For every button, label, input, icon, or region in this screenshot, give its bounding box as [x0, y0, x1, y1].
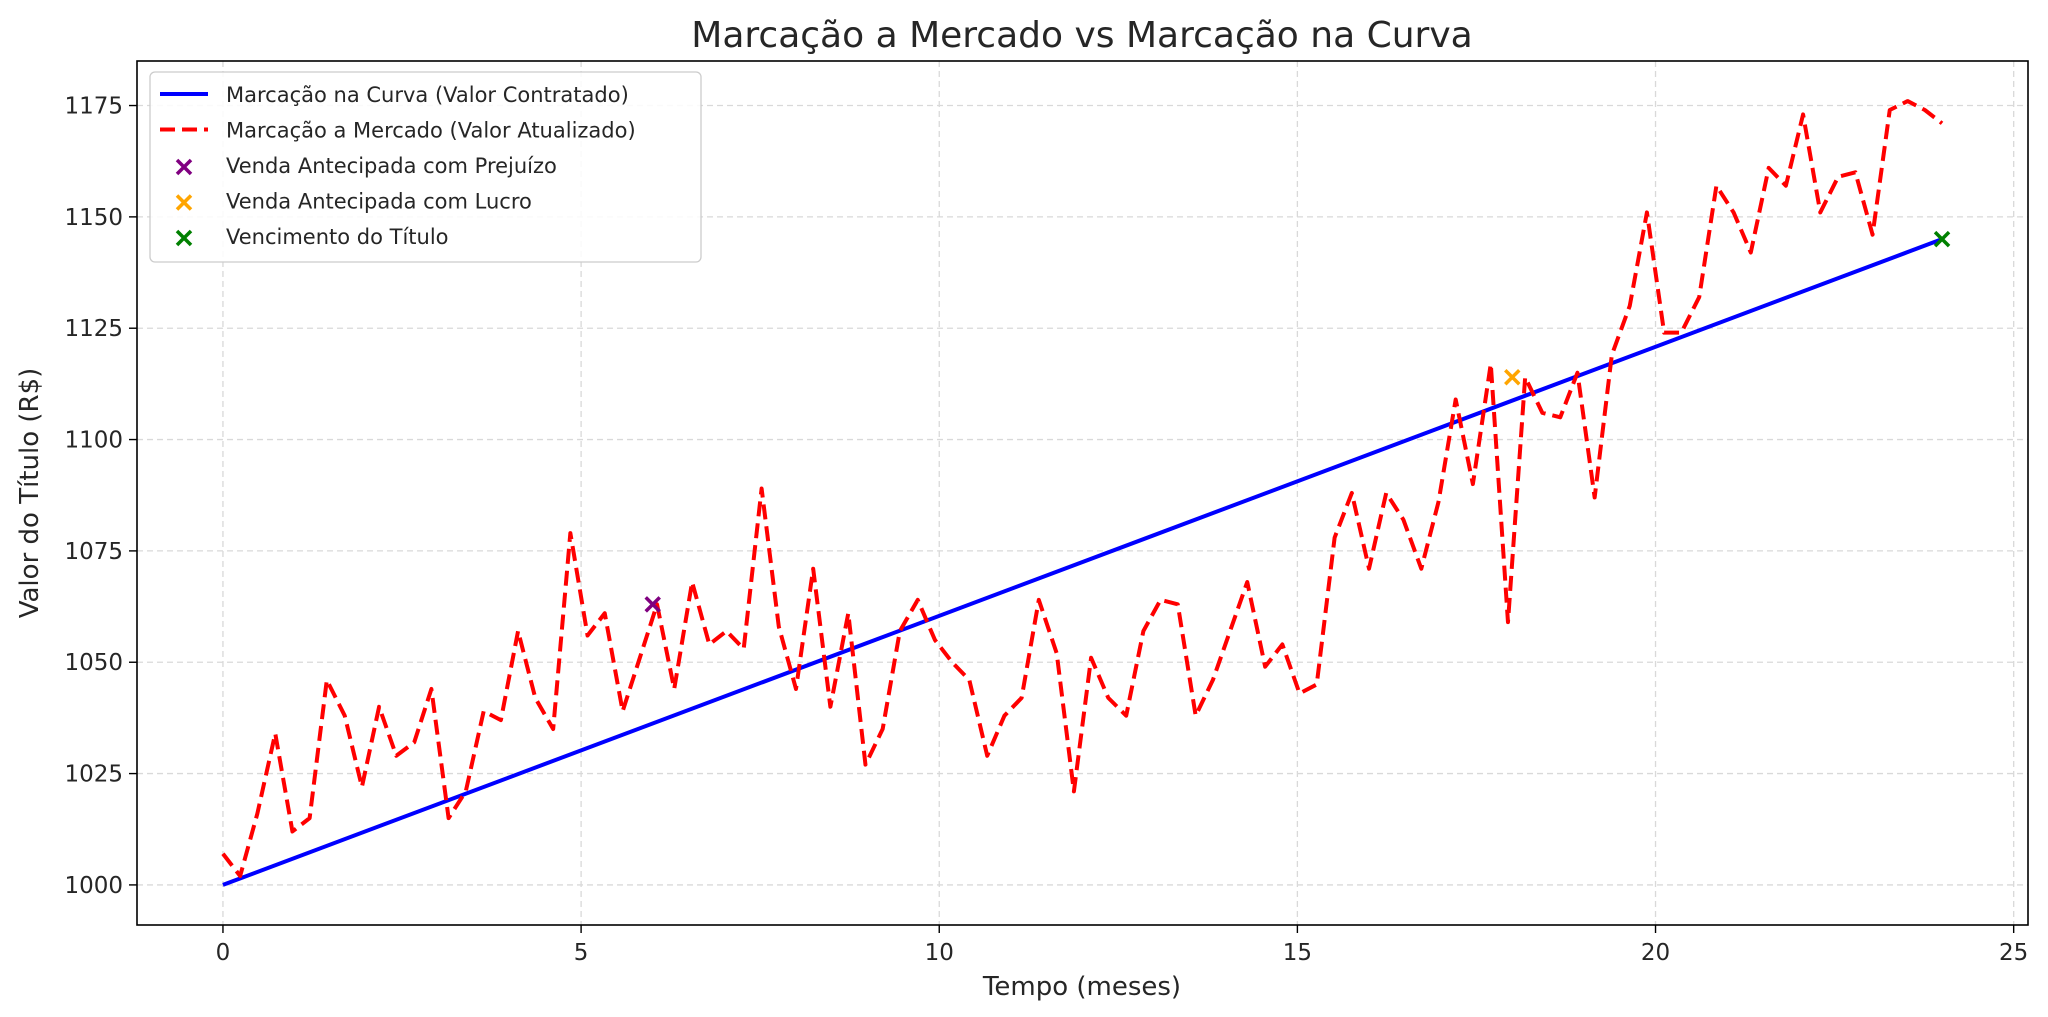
ticks: 0 5 10 15 20 25 1000 1025 1050 1075 1100 1125 1150 11… [64, 94, 2028, 966]
x-tick-label: 20 [1641, 940, 1670, 966]
legend-label: Vencimento do Título [226, 225, 449, 249]
legend-label: Venda Antecipada com Prejuízo [226, 154, 557, 178]
series-line-curva [222, 237, 1943, 887]
y-tick-label: 1075 [64, 539, 123, 565]
marker-prejuizo [644, 596, 661, 613]
y-tick-label: 1150 [64, 205, 123, 231]
marker-stroke [1933, 230, 1951, 248]
legend-swatch-x-icon [175, 194, 193, 211]
y-tick-label: 1100 [64, 428, 123, 454]
series-line-mercado [221, 99, 1944, 879]
y-tick-label: 1000 [64, 873, 123, 899]
y-tick-label: 1175 [64, 94, 123, 120]
x-tick-label: 25 [1999, 940, 2028, 966]
x-tick-label: 15 [1283, 940, 1312, 966]
legend: Marcação na Curva (Valor Contratado) Marc… [149, 71, 702, 263]
marker-stroke [175, 194, 193, 211]
plot-area [221, 99, 1951, 887]
legend-label: Marcação a Mercado (Valor Atualizado) [226, 119, 636, 143]
legend-box [149, 71, 702, 263]
marker-lucro [1504, 368, 1521, 386]
x-axis-label: Tempo (meses) [982, 972, 1181, 1002]
x-tick-label: 10 [925, 940, 954, 966]
legend-swatch-x-icon [175, 229, 193, 247]
chart-title: Marcação a Mercado vs Marcação na Curva [691, 15, 1472, 56]
y-tick-label: 1125 [64, 316, 123, 342]
x-tick-label: 0 [216, 940, 231, 966]
legend-label: Venda Antecipada com Lucro [226, 190, 532, 214]
marker-stroke [175, 158, 193, 176]
marker-stroke [644, 596, 661, 613]
y-tick-label: 1050 [64, 650, 123, 676]
marker-stroke [1504, 368, 1521, 386]
legend-swatch-x-icon [175, 158, 193, 176]
axes-frame [136, 60, 2029, 926]
marker-stroke [175, 229, 193, 247]
x-tick-label: 5 [574, 940, 589, 966]
legend-label: Marcação na Curva (Valor Contratado) [226, 83, 629, 107]
marker-vencimento [1933, 230, 1951, 248]
y-tick-label: 1025 [64, 762, 123, 788]
y-axis-label: Valor do Título (R$) [15, 368, 45, 619]
